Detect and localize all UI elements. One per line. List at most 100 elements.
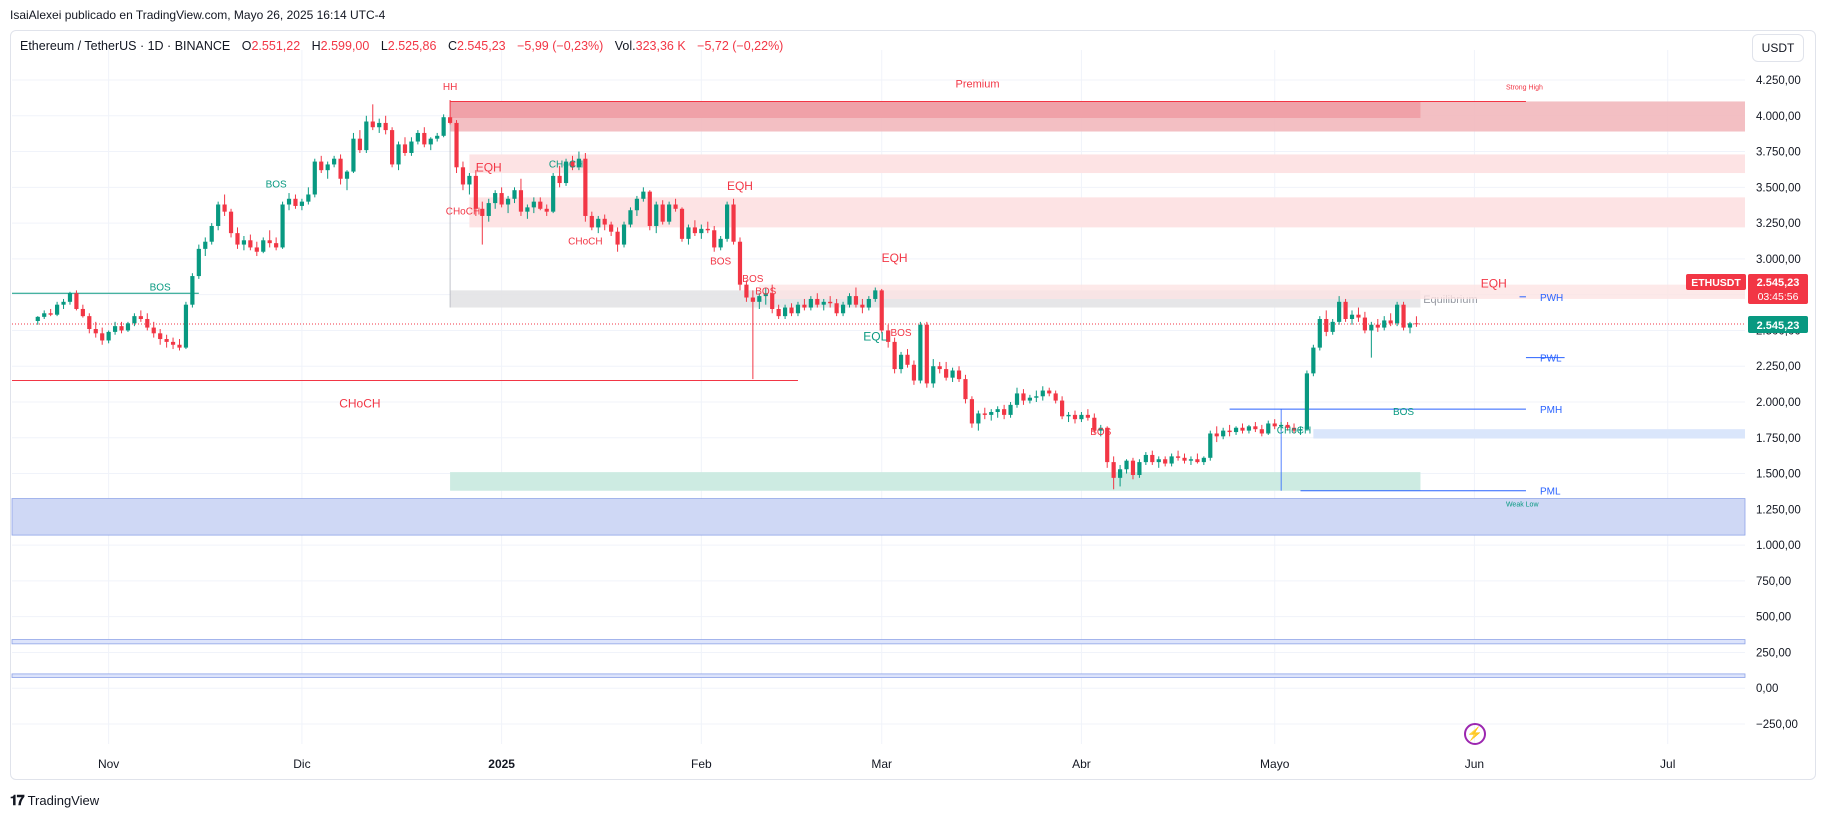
symbol-title[interactable]: Ethereum / TetherUS · 1D · BINANCE: [20, 39, 231, 53]
currency-button[interactable]: USDT: [1752, 34, 1804, 62]
candle-body: [583, 158, 588, 216]
candle-body: [125, 323, 131, 331]
candle-body: [828, 301, 833, 304]
candle-body: [1227, 430, 1232, 433]
zone-supply: [469, 154, 1745, 174]
zone-demand: [1313, 429, 1745, 439]
zones: PremiumEquilibriumDiscount: [11, 78, 1746, 678]
candle-body: [589, 215, 594, 228]
candle-body: [1208, 433, 1213, 458]
y-tick-label: 250,00: [1756, 647, 1791, 659]
y-tick-label: 0,00: [1756, 683, 1778, 695]
candle-body: [615, 231, 620, 245]
candle-body: [377, 122, 382, 128]
candle-body: [847, 296, 852, 305]
candle-body: [1034, 396, 1039, 398]
x-tick-label: Mar: [871, 757, 892, 771]
zone-deep-band: [11, 673, 1746, 678]
candle-body: [937, 366, 942, 370]
candle-body: [950, 370, 955, 378]
candle-body: [1388, 320, 1393, 324]
y-tick-label: 500,00: [1756, 612, 1791, 624]
candle-body: [441, 117, 446, 136]
y-tick-label: 2.000,00: [1756, 397, 1801, 409]
candle-body: [480, 208, 485, 216]
candle-body: [834, 303, 839, 314]
candle-body: [332, 158, 337, 165]
candle-body: [196, 248, 201, 277]
candle-body: [815, 298, 820, 305]
structure-label: EQH: [1481, 277, 1507, 291]
candle-body: [1182, 457, 1187, 461]
candle-body: [1369, 324, 1374, 331]
x-tick-label: Dic: [293, 757, 310, 771]
candle-body: [286, 198, 292, 205]
x-tick-label: Feb: [691, 757, 712, 771]
x-tick-label: Mayo: [1260, 757, 1290, 771]
candle-body: [1349, 314, 1355, 319]
candle-body: [557, 175, 562, 184]
candle-body: [1233, 427, 1239, 433]
structure-label: BOS: [710, 257, 731, 268]
candle-body: [312, 161, 317, 195]
candle-body: [228, 211, 234, 234]
candle-body: [151, 327, 156, 334]
candle-body: [235, 233, 240, 245]
candle-body: [782, 307, 788, 317]
candle-body: [1291, 427, 1297, 431]
candle-body: [995, 409, 1000, 413]
candle-body: [306, 194, 311, 202]
candle-body: [505, 198, 511, 205]
open-label: O: [241, 39, 252, 53]
y-tick-label: 750,00: [1756, 576, 1791, 588]
candle-body: [402, 144, 408, 153]
candle-body: [705, 228, 710, 231]
candle-body: [531, 201, 536, 208]
candle-body: [61, 301, 66, 305]
candle-body: [776, 308, 781, 317]
y-tick-label: 4.250,00: [1756, 75, 1801, 87]
candle-body: [628, 210, 633, 225]
countdown-text: 03:45:56: [1758, 291, 1799, 303]
price-label-group: ETHUSDT 2.545,23 03:45:56 2.545,23: [1686, 273, 1808, 333]
y-tick-label: 1.250,00: [1756, 504, 1801, 516]
level-label: PWH: [1540, 293, 1563, 304]
candle-body: [1246, 426, 1252, 431]
y-tick-label: 3.000,00: [1756, 254, 1801, 266]
y-tick-label: 2.250,00: [1756, 361, 1801, 373]
candle-body: [956, 370, 962, 380]
y-tick-label: 1.000,00: [1756, 540, 1801, 552]
candle-body: [261, 240, 266, 252]
candle-body: [177, 344, 182, 348]
candle-body: [686, 227, 691, 239]
candle-body: [621, 224, 627, 245]
candle-body: [1298, 429, 1303, 431]
candle-body: [158, 333, 163, 340]
candle-body: [1317, 318, 1322, 348]
last-price-tag: [1748, 315, 1808, 333]
flash-icon[interactable]: ⚡: [1464, 723, 1486, 745]
y-tick-label: 3.750,00: [1756, 147, 1801, 159]
candle-body: [641, 191, 646, 199]
candle-body: [1375, 324, 1380, 328]
candle-body: [190, 276, 195, 305]
candle-body: [1124, 460, 1129, 470]
structure-label: EQH: [882, 251, 908, 265]
candle-body: [1188, 459, 1194, 461]
y-tick-label: −250,00: [1756, 719, 1798, 731]
candle-body: [1098, 427, 1103, 431]
candle-body: [563, 161, 569, 184]
candle-body: [1047, 390, 1052, 394]
candle-body: [731, 204, 736, 242]
level-label: PMH: [1540, 405, 1562, 416]
x-tick-label: 2025: [488, 757, 515, 771]
candle-body: [1053, 393, 1058, 401]
weak-low-label: Weak Low: [1506, 502, 1539, 509]
volume-change: −5,72 (−0,22%): [697, 39, 784, 53]
candle-body: [1304, 373, 1310, 430]
candle-body: [467, 175, 472, 185]
open-value: 2.551,22: [251, 39, 301, 53]
candle-body: [853, 296, 859, 305]
x-tick-label: Jun: [1465, 757, 1484, 771]
